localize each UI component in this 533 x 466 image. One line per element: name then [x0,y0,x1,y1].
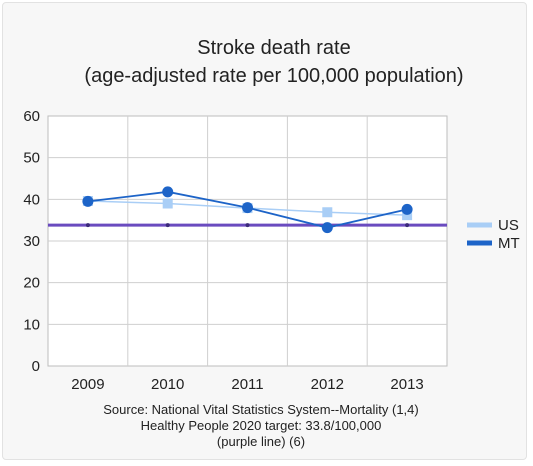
data-point-mt [242,202,253,214]
legend-label-us: US [498,217,519,234]
data-point-us [162,198,173,209]
target-line-marker [245,223,250,228]
y-tick-label: 10 [23,316,40,333]
y-axis-ticks: 0 10 20 30 40 50 60 [23,108,40,375]
chart-subtitle: (age-adjusted rate per 100,000 populatio… [84,65,463,87]
target-line-group [48,223,447,228]
source-note: Source: National Vital Statistics System… [103,402,418,449]
data-point-mt [162,186,174,198]
x-tick-label: 2009 [71,376,104,393]
x-axis-ticks: 2009 2010 2011 2012 2013 [71,376,424,393]
chart-title: Stroke death rate [197,37,350,59]
y-tick-label: 40 [23,191,40,208]
x-tick-label: 2013 [390,376,423,393]
target-line-marker [405,223,410,228]
y-tick-label: 50 [23,150,40,167]
series-group [82,186,413,234]
x-tick-label: 2010 [151,376,184,393]
target-line-marker [165,223,170,228]
y-tick-label: 30 [23,233,40,250]
data-point-us [322,207,333,218]
source-line: Source: National Vital Statistics System… [103,402,418,417]
data-point-us [402,210,413,221]
data-point-mt [401,203,413,215]
data-point-mt [321,222,333,234]
y-tick-label: 0 [32,358,40,375]
grid-lines [48,116,447,366]
target-line-marker [85,223,90,228]
legend-label-mt: MT [498,235,520,252]
x-tick-label: 2012 [311,376,344,393]
y-tick-label: 20 [23,275,40,292]
data-point-mt [82,195,94,207]
x-tick-label: 2011 [231,376,263,393]
source-line: Healthy People 2020 target: 33.8/100,000 [141,418,382,433]
y-tick-label: 60 [23,108,40,125]
source-line: (purple line) (6) [217,434,305,449]
